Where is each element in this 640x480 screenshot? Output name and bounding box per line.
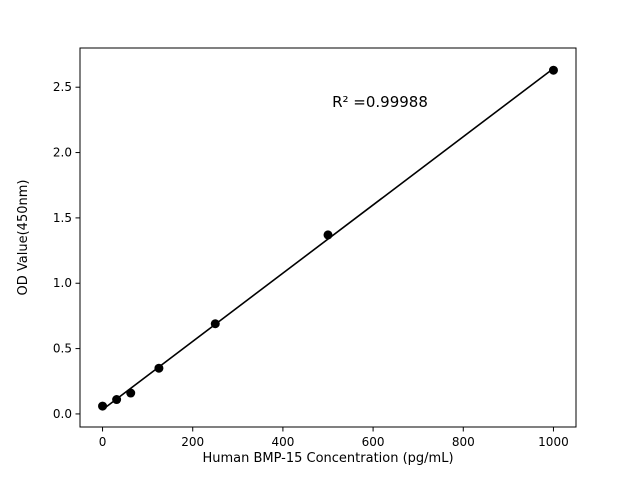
x-tick-label: 400 [271, 435, 294, 449]
axis-ticks: 0 200 400 600 800 1000 0.0 0.5 1.0 1.5 2.0 2.5 [53, 80, 569, 449]
data-point [112, 395, 122, 405]
x-tick-label: 200 [181, 435, 204, 449]
r-squared-annotation: R² =0.99988 [332, 93, 428, 111]
data-point [126, 388, 136, 398]
data-point [98, 401, 108, 411]
y-tick-label: 0.5 [53, 342, 72, 356]
x-tick-label: 0 [99, 435, 107, 449]
data-point [210, 319, 220, 329]
x-tick-label: 800 [452, 435, 475, 449]
data-point [154, 363, 164, 373]
x-tick-label: 600 [362, 435, 385, 449]
data-point [548, 65, 558, 75]
y-tick-label: 0.0 [53, 407, 72, 421]
data-series [98, 65, 558, 411]
x-tick-label: 1000 [538, 435, 569, 449]
y-tick-label: 2.0 [53, 146, 72, 160]
y-axis-label: OD Value(450nm) [16, 180, 31, 296]
y-tick-label: 1.0 [53, 276, 72, 290]
data-point [323, 230, 333, 240]
y-tick-label: 2.5 [53, 80, 72, 94]
x-axis-label: Human BMP-15 Concentration (pg/mL) [202, 451, 453, 466]
y-tick-label: 1.5 [53, 211, 72, 225]
